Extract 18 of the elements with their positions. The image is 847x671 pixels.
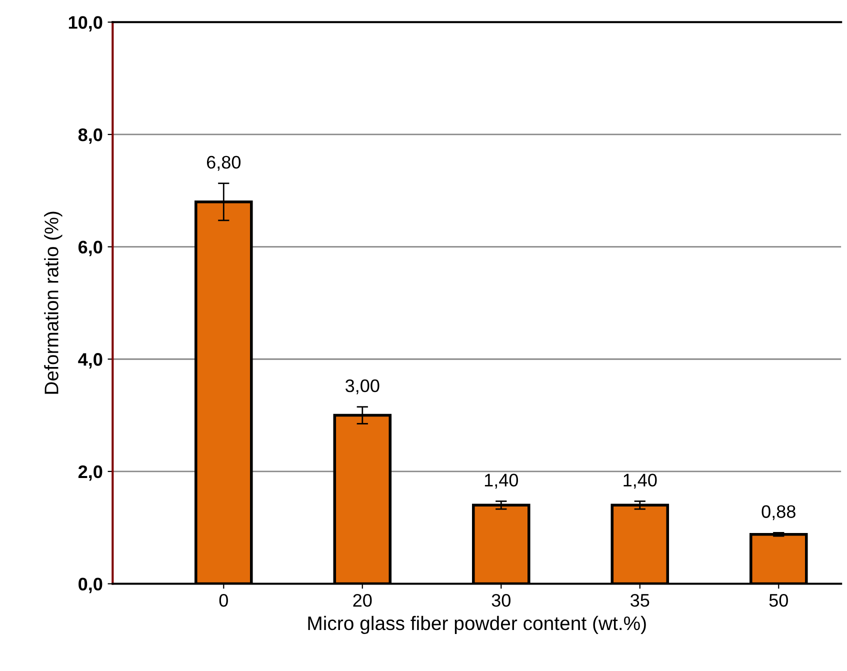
y-tick-label: 4,0	[78, 353, 102, 368]
y-tick-label: 6,0	[78, 240, 102, 256]
y-tick-label: 2,0	[78, 465, 102, 481]
y-tick-label: 10,0	[68, 16, 102, 32]
x-tick-label: 35	[630, 594, 650, 607]
y-tick-label: 8,0	[78, 128, 102, 144]
data-label: 1,40	[484, 474, 518, 489]
y-tick-label: 0,0	[78, 578, 102, 594]
x-tick-label: 20	[353, 594, 372, 607]
data-label: 0,88	[762, 505, 796, 520]
data-label: 3,00	[346, 379, 380, 394]
x-tick-label: 0	[219, 594, 228, 607]
x-tick-label: 50	[769, 594, 788, 607]
x-tick-label: 30	[492, 594, 510, 607]
x-axis-title: Micro glass fiber powder content (wt.%)	[308, 616, 646, 634]
y-axis-title: Deformation ratio (%)	[44, 212, 62, 394]
data-label: 6,80	[206, 156, 241, 171]
data-label: 1,40	[624, 474, 657, 489]
